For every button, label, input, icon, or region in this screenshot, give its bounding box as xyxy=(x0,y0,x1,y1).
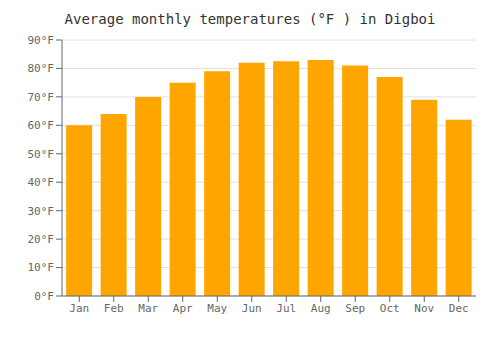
svg-text:80°F: 80°F xyxy=(28,62,55,75)
svg-text:May: May xyxy=(207,302,227,315)
svg-text:Jul: Jul xyxy=(276,302,296,315)
svg-text:Apr: Apr xyxy=(173,302,193,315)
svg-text:Nov: Nov xyxy=(414,302,434,315)
svg-text:Dec: Dec xyxy=(449,302,469,315)
svg-text:Aug: Aug xyxy=(311,302,331,315)
svg-text:Oct: Oct xyxy=(380,302,400,315)
svg-text:50°F: 50°F xyxy=(28,148,55,161)
svg-text:Mar: Mar xyxy=(138,302,158,315)
html-text:Average monthly temperatures (: Average monthly temperatures (°F ) in Di… xyxy=(64,11,436,27)
svg-text:30°F: 30°F xyxy=(28,205,55,218)
svg-text:Jan: Jan xyxy=(69,302,89,315)
svg-text:Sep: Sep xyxy=(345,302,365,315)
svg-text:40°F: 40°F xyxy=(28,176,55,189)
svg-text:90°F: 90°F xyxy=(28,34,55,47)
svg-text:20°F: 20°F xyxy=(28,233,55,246)
svg-text:10°F: 10°F xyxy=(28,261,55,274)
svg-text:Feb: Feb xyxy=(104,302,124,315)
svg-text:70°F: 70°F xyxy=(28,91,55,104)
svg-text:60°F: 60°F xyxy=(28,119,55,132)
svg-text:0°F: 0°F xyxy=(34,290,54,303)
svg-text:Jun: Jun xyxy=(242,302,262,315)
